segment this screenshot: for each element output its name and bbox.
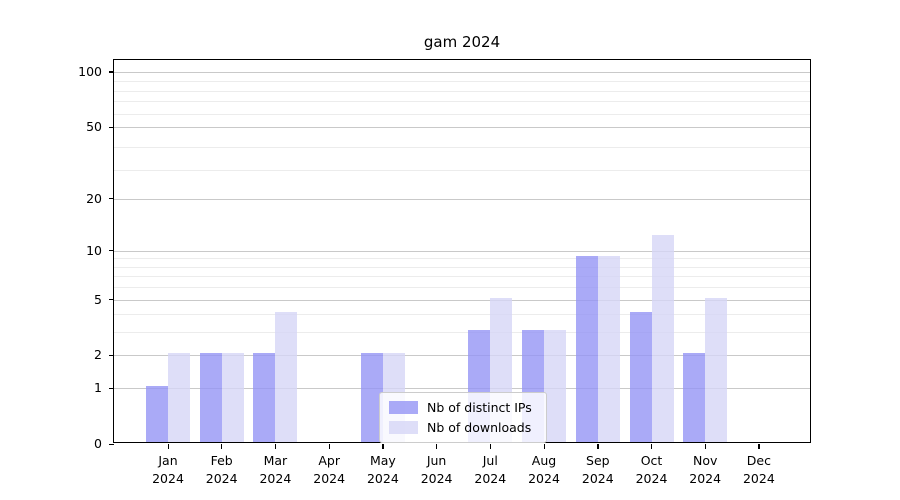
y-tick-mark (109, 71, 114, 73)
bar-downloads (651, 235, 674, 442)
x-tick-mark (328, 444, 330, 449)
gridline-minor (114, 146, 810, 148)
y-axis-tick-label: 1 (94, 380, 102, 396)
bar-downloads (597, 256, 620, 442)
x-axis-tick-label: Feb 2024 (205, 453, 238, 487)
y-axis-tick-label: 5 (94, 291, 102, 307)
gridline-minor (114, 287, 810, 289)
gridline-major (114, 198, 810, 200)
y-axis-tick-label: 100 (78, 63, 102, 79)
y-tick-mark (109, 126, 114, 128)
gridline-major (114, 388, 810, 390)
gridline-minor (114, 169, 810, 171)
bar-distinct-ips (253, 353, 276, 442)
gridline-minor (114, 81, 810, 83)
legend-swatch-downloads (389, 421, 418, 434)
gridline-major (114, 299, 810, 301)
gridline-minor (114, 314, 810, 316)
y-tick-mark (109, 250, 114, 252)
x-axis-tick-label: Aug 2024 (528, 453, 560, 487)
x-tick-mark (221, 444, 223, 449)
x-axis-tick-label: Dec 2024 (742, 453, 775, 487)
bar-distinct-ips (199, 353, 222, 442)
bar-distinct-ips (629, 312, 652, 442)
x-axis-tick-label: Nov 2024 (689, 453, 722, 487)
x-axis-tick-label: Jan 2024 (152, 453, 184, 487)
x-tick-mark (489, 444, 492, 449)
y-tick-mark (109, 354, 114, 357)
bar-downloads (221, 353, 244, 442)
x-tick-mark (167, 444, 169, 449)
y-axis-tick-label: 0 (94, 436, 102, 451)
legend-item-distinct-ips: Nb of distinct IPs (389, 400, 536, 415)
gridline-major (114, 71, 810, 73)
x-axis-tick-label: Mar 2024 (259, 453, 292, 487)
x-tick-mark (274, 444, 277, 449)
gridline-minor (114, 332, 810, 334)
gridline-minor (114, 258, 810, 260)
x-axis-tick-label: Jun 2024 (420, 453, 453, 487)
bar-downloads (275, 312, 298, 442)
x-tick-mark (597, 444, 599, 449)
bar-distinct-ips (575, 256, 598, 442)
gridline-major (114, 250, 810, 252)
y-axis-tick-label: 20 (86, 190, 102, 206)
gridline-minor (114, 90, 810, 92)
legend-swatch-distinct-ips (389, 401, 418, 414)
chart-title: gam 2024 (423, 33, 501, 51)
y-tick-mark (109, 387, 114, 389)
legend: Nb of distinct IPs Nb of downloads (379, 392, 547, 443)
x-axis-tick-label: May 2024 (366, 453, 399, 487)
bar-downloads (544, 330, 566, 442)
y-axis-tick-label: 10 (86, 242, 102, 258)
x-axis-tick-label: Apr 2024 (313, 453, 346, 487)
plot-area: Nb of distinct IPs Nb of downloads 0 1 2 5 1… (78, 59, 811, 486)
gridline-major (114, 355, 810, 357)
x-tick-mark (436, 444, 438, 449)
bar-downloads (705, 297, 728, 442)
legend-item-downloads: Nb of downloads (389, 420, 536, 435)
gridline-major (114, 127, 810, 128)
bar-distinct-ips (683, 353, 706, 442)
x-tick-mark (704, 444, 706, 449)
x-tick-mark (382, 444, 384, 449)
legend-label-distinct-ips: Nb of distinct IPs (427, 400, 532, 415)
x-tick-mark (758, 444, 760, 449)
x-axis-tick-label: Sep 2024 (581, 453, 614, 487)
y-axis-tick-label: 50 (86, 119, 102, 134)
bar-distinct-ips (360, 353, 383, 442)
bar-downloads (168, 353, 190, 442)
y-tick-mark (109, 198, 114, 200)
legend-label-downloads: Nb of downloads (427, 420, 532, 435)
gridline-minor (114, 266, 810, 268)
gridline-minor (114, 113, 810, 115)
x-tick-mark (543, 444, 545, 449)
y-tick-mark (109, 443, 114, 445)
x-axis-tick-label: Jul 2024 (474, 453, 507, 487)
y-axis-tick-label: 2 (94, 347, 102, 363)
y-tick-mark (109, 299, 114, 301)
x-axis-tick-label: Oct 2024 (635, 453, 668, 487)
bar-distinct-ips (146, 386, 168, 442)
gridline-minor (114, 276, 810, 278)
x-tick-mark (651, 444, 653, 449)
gridline-minor (114, 101, 810, 103)
